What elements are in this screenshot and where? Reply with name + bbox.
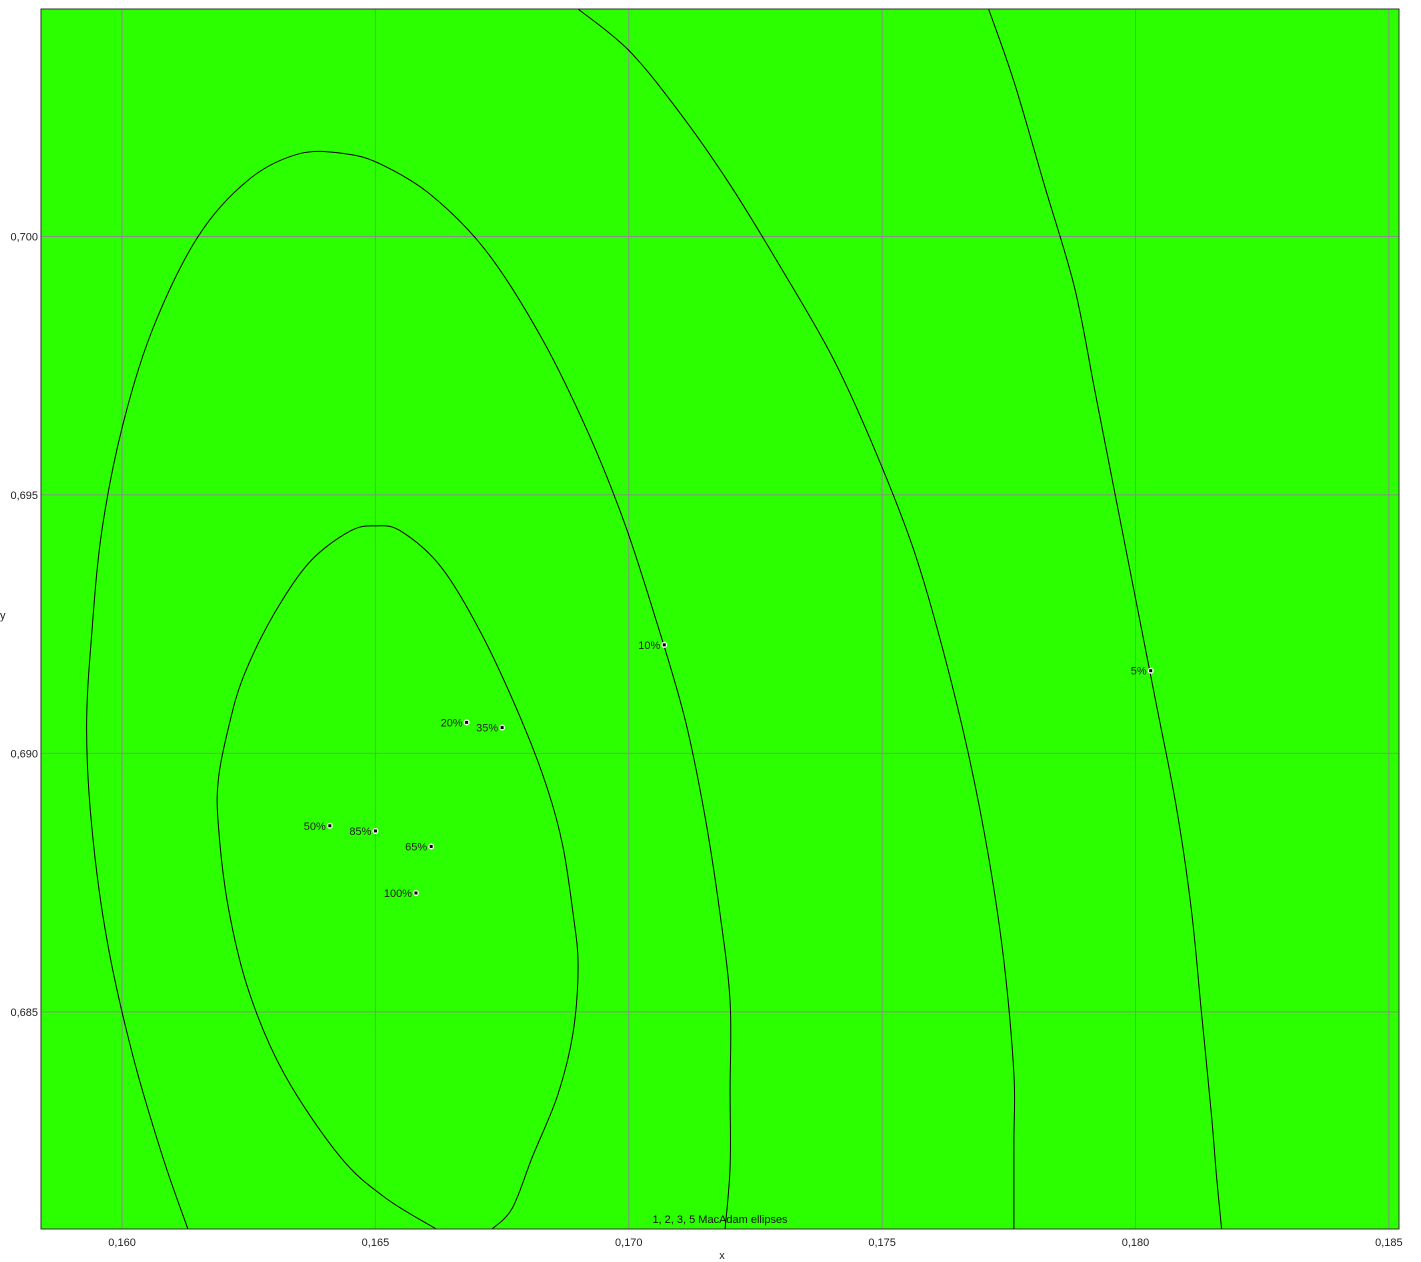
data-point xyxy=(662,643,666,647)
data-point xyxy=(465,720,469,724)
x-tick-label: 0,160 xyxy=(108,1237,136,1249)
macadam-ellipse-3 xyxy=(577,8,1016,1229)
point-label: 10% xyxy=(638,640,660,652)
y-tick-label: 0,685 xyxy=(10,1007,38,1019)
point-label: 5% xyxy=(1131,666,1147,678)
y-axis-label: y xyxy=(0,610,6,622)
point-label: 65% xyxy=(405,841,427,853)
x-tick-label: 0,170 xyxy=(615,1237,643,1249)
grid-lines xyxy=(41,9,1399,1229)
data-point xyxy=(1149,669,1153,673)
x-axis-label: x xyxy=(719,1250,725,1262)
macadam-ellipse-lines xyxy=(86,8,1223,1230)
macadam-ellipse-2 xyxy=(86,150,732,1230)
data-point xyxy=(429,844,433,848)
point-label: 85% xyxy=(349,826,371,838)
data-point xyxy=(414,891,418,895)
point-label: 20% xyxy=(441,717,463,729)
data-point xyxy=(373,829,377,833)
plot-frame xyxy=(40,8,1400,1230)
x-tick-label: 0,180 xyxy=(1122,1237,1150,1249)
plot-area xyxy=(41,9,1399,1229)
macadam-ellipse-1 xyxy=(216,525,579,1230)
macadam-ellipse-5 xyxy=(988,8,1223,1230)
data-point xyxy=(500,726,504,730)
point-label: 50% xyxy=(304,821,326,833)
y-tick-label: 0,700 xyxy=(10,231,38,243)
y-tick-label: 0,690 xyxy=(10,748,38,760)
x-tick-label: 0,175 xyxy=(868,1237,896,1249)
data-point xyxy=(328,824,332,828)
x-tick-label: 0,165 xyxy=(362,1237,390,1249)
y-tick-labels: 0,685 0,690 0,695 0,700 xyxy=(10,231,38,1018)
ellipse-annotation: 1, 2, 3, 5 MacAdam ellipses xyxy=(652,1214,788,1226)
data-points: 5% 10% 20% 35% 50% 85% 65% 100% xyxy=(304,640,1154,900)
x-tick-labels: 0,160 0,165 0,170 0,175 0,180 0,185 xyxy=(108,1237,1402,1249)
point-label: 100% xyxy=(384,888,412,900)
y-tick-label: 0,695 xyxy=(10,490,38,502)
point-label: 35% xyxy=(476,723,498,735)
x-tick-label: 0,185 xyxy=(1375,1237,1403,1249)
